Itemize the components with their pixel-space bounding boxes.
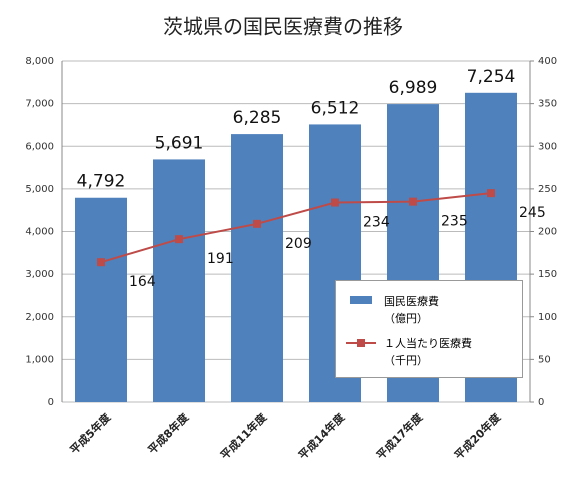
line xyxy=(100,192,492,264)
line-marker xyxy=(97,258,105,267)
line-marker xyxy=(253,219,261,228)
line-marker xyxy=(487,189,495,198)
bar-value-label: 6,989 xyxy=(389,78,438,98)
legend-swatch-bar xyxy=(350,296,372,304)
legend: 国民医療費 （億円） １人当たり医療費 （千円） xyxy=(335,280,523,378)
y2-tick-label: 50 xyxy=(538,354,551,365)
line-marker xyxy=(409,197,417,206)
bar-value-label: 4,792 xyxy=(77,172,126,192)
y2-tick-label: 0 xyxy=(538,397,544,408)
line-value-label: 191 xyxy=(207,251,234,267)
legend-item: １人当たり医療費 （千円） xyxy=(346,335,472,369)
chart-title: 茨城県の国民医療費の推移 xyxy=(163,15,403,39)
x-tick-label: 平成14年度 xyxy=(295,410,348,463)
bar xyxy=(153,159,205,402)
y2-tick-label: 200 xyxy=(538,227,557,238)
y-tick-label: 7,000 xyxy=(25,99,54,110)
y2-tick-label: 400 xyxy=(538,56,557,67)
legend-swatch xyxy=(346,339,376,347)
line-marker xyxy=(175,235,183,244)
x-tick-label: 平成5年度 xyxy=(67,410,114,457)
y-tick-label: 4,000 xyxy=(25,227,54,238)
x-tick-label: 平成17年度 xyxy=(373,410,426,463)
legend-swatch-marker xyxy=(357,339,365,347)
y-tick-label: 0 xyxy=(48,397,54,408)
line-marker xyxy=(331,198,339,207)
bar xyxy=(75,197,127,402)
bar xyxy=(231,134,283,402)
line-value-label: 235 xyxy=(441,214,468,230)
legend-label: １人当たり医療費 （千円） xyxy=(384,337,472,367)
legend-swatch xyxy=(350,296,372,304)
line-value-label: 209 xyxy=(285,236,312,252)
line-value-label: 164 xyxy=(129,274,156,290)
y2-tick-label: 100 xyxy=(538,312,557,323)
y2-tick-label: 350 xyxy=(538,99,557,110)
legend-label: 国民医療費 （億円） xyxy=(384,295,439,325)
y-tick-label: 3,000 xyxy=(25,269,54,280)
bar-value-label: 6,512 xyxy=(311,98,360,118)
x-tick-label: 平成8年度 xyxy=(145,410,192,457)
x-tick-label: 平成20年度 xyxy=(451,410,504,463)
line-value-label: 245 xyxy=(519,205,546,221)
y-tick-label: 1,000 xyxy=(25,354,54,365)
y2-tick-label: 250 xyxy=(538,184,557,195)
y-tick-label: 2,000 xyxy=(25,312,54,323)
bar-value-label: 7,254 xyxy=(467,67,516,87)
bar-value-label: 5,691 xyxy=(155,133,204,153)
x-tick-label: 平成11年度 xyxy=(217,410,270,463)
y-tick-label: 5,000 xyxy=(25,184,54,195)
legend-item: 国民医療費 （億円） xyxy=(346,293,439,327)
y-tick-label: 8,000 xyxy=(25,56,54,67)
y-tick-label: 6,000 xyxy=(25,141,54,152)
line-value-label: 234 xyxy=(363,215,390,231)
bar-value-label: 6,285 xyxy=(233,108,282,128)
y2-tick-label: 150 xyxy=(538,269,557,280)
y2-tick-label: 300 xyxy=(538,141,557,152)
